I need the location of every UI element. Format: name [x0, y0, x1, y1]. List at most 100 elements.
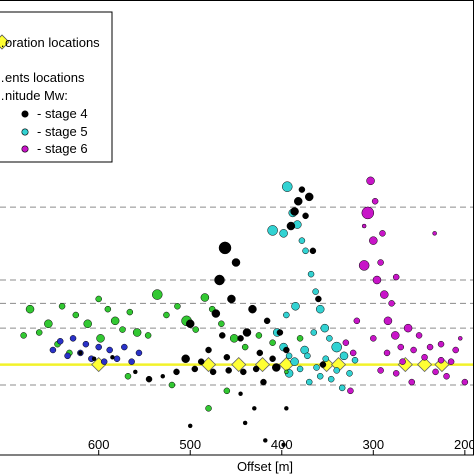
legend-label-stage5: - stage 5: [37, 124, 88, 139]
point-stage-4-5: [160, 374, 166, 379]
legend-marker-stage4: [21, 110, 29, 118]
point-green-24: [241, 343, 249, 351]
point-stage-5-23: [310, 329, 318, 336]
legend-label-magnitude: …nitude Mw:: [0, 88, 68, 103]
point-stage-6-37: [432, 231, 437, 236]
perforation-diamond-8: [417, 357, 433, 373]
point-stage-4-43: [284, 406, 289, 411]
point-stage-6-30: [347, 387, 354, 395]
point-stage-5-7: [307, 270, 315, 278]
point-stage-5-9: [315, 304, 325, 314]
point-stage-5-10: [320, 323, 330, 333]
point-blue-9: [106, 346, 113, 354]
point-stage-4-10: [197, 358, 205, 365]
point-green-12: [126, 308, 134, 316]
x-tick-label-0: 600: [88, 437, 110, 452]
point-stage-6-25: [399, 358, 406, 365]
legend-marker-stage6: [21, 145, 29, 153]
point-stage-5-33: [313, 364, 320, 371]
point-blue-1: [56, 338, 64, 345]
point-stage-4-45: [223, 354, 231, 361]
point-blue-3: [69, 335, 77, 342]
point-stage-4-9: [191, 365, 199, 373]
point-green-20: [200, 293, 210, 302]
point-stage-4-0: [78, 350, 83, 356]
legend-marker-stage5: [21, 128, 29, 136]
point-green-10: [110, 316, 120, 326]
x-axis-label: Offset [m]: [237, 459, 293, 474]
point-green-22: [218, 320, 225, 327]
point-stage-4-4: [145, 375, 153, 383]
point-stage-5-19: [290, 357, 299, 366]
point-stage-4-11: [205, 346, 212, 354]
point-stage-4-36: [309, 247, 317, 255]
point-stage-6-34: [392, 273, 400, 281]
point-stage-6-31: [461, 378, 469, 386]
point-stage-5-15: [351, 356, 359, 364]
point-stage-4-14: [218, 241, 232, 255]
point-stage-6-7: [383, 316, 393, 326]
point-stage-5-5: [298, 237, 306, 244]
point-stage-5-20: [296, 365, 304, 373]
point-stage-6-8: [388, 300, 395, 307]
point-green-30: [168, 381, 176, 389]
point-stage-4-37: [315, 295, 322, 303]
point-stage-6-6: [380, 290, 389, 299]
point-stage-6-28: [349, 349, 357, 357]
point-stage-6-32: [458, 336, 463, 341]
point-stage-5-2: [282, 181, 293, 192]
point-stage-4-16: [231, 258, 241, 267]
point-stage-4-22: [256, 349, 264, 357]
point-green-7: [83, 319, 92, 328]
point-green-11: [119, 326, 126, 333]
point-stage-4-46: [238, 391, 243, 396]
point-stage-4-38: [319, 361, 327, 368]
point-stage-6-13: [415, 332, 423, 339]
point-stage-5-6: [302, 247, 309, 255]
perforation-line: [91, 357, 450, 373]
point-stage-6-24: [392, 370, 400, 377]
point-blue-12: [128, 358, 135, 365]
point-stage-4-24: [263, 317, 271, 325]
point-green-3: [44, 319, 53, 328]
point-stage-6-10: [397, 343, 405, 351]
x-tick-label-3: 300: [362, 437, 384, 452]
point-green-15: [152, 289, 163, 300]
point-stage-5-21: [300, 345, 309, 355]
point-green-9: [104, 305, 112, 313]
point-stage-4-31: [290, 207, 299, 216]
point-stage-5-29: [283, 311, 290, 319]
point-stage-4-19: [242, 328, 252, 337]
point-stage-5-25: [322, 355, 329, 362]
point-blue-11: [121, 343, 128, 351]
point-stage-6-2: [366, 176, 375, 186]
point-green-19: [192, 326, 199, 333]
point-stage-5-22: [305, 378, 313, 386]
point-green-26: [269, 339, 276, 346]
point-stage-6-23: [383, 349, 391, 357]
point-green-6: [72, 311, 80, 319]
point-stage-6-18: [443, 373, 450, 380]
point-green-34: [58, 303, 66, 310]
point-stage-6-1: [361, 206, 375, 220]
point-stage-6-21: [370, 335, 377, 342]
point-stage-6-5: [377, 259, 384, 266]
point-stage-6-22: [377, 367, 384, 374]
point-stage-4-23: [260, 378, 267, 386]
point-stage-6-12: [410, 346, 417, 354]
point-stage-5-28: [338, 384, 346, 392]
point-stage-4-15: [227, 294, 236, 304]
point-stage-4-7: [181, 354, 190, 363]
point-stage-5-26: [327, 375, 335, 383]
point-stage-4-12: [211, 309, 221, 318]
point-blue-8: [100, 358, 108, 365]
point-stage-5-11: [326, 335, 333, 342]
point-stage-4-29: [283, 346, 290, 354]
point-stage-6-15: [426, 343, 434, 351]
point-green-1: [25, 304, 35, 314]
point-stage-6-11: [403, 323, 413, 333]
point-stage-4-39: [219, 332, 226, 339]
point-green-27: [284, 369, 289, 375]
point-stage-4-1: [91, 356, 97, 361]
